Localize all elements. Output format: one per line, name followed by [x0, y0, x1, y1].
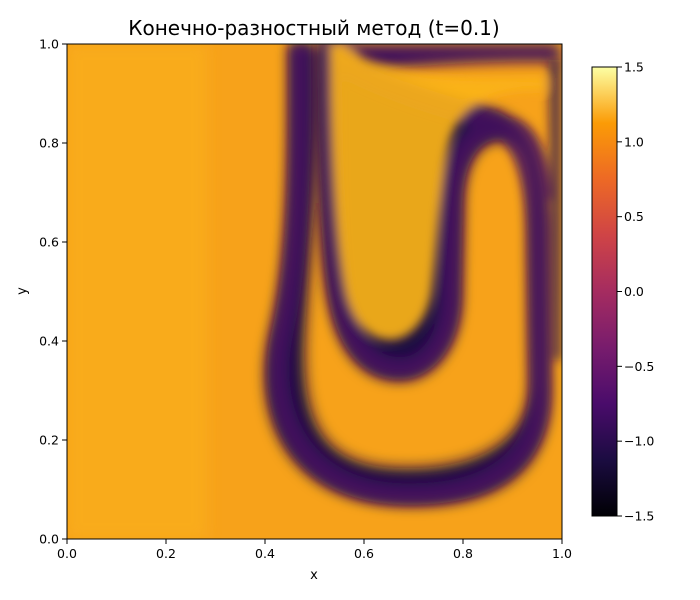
- heatmap-left-glow: [67, 44, 207, 539]
- x-tick-label: 1.0: [552, 546, 572, 561]
- colorbar-bar: [591, 66, 618, 517]
- x-axis: 0.0 0.2 0.4 0.6 0.8 1.0: [57, 539, 572, 561]
- x-tick-label: 0.6: [354, 546, 374, 561]
- y-tick-label: 0.8: [39, 136, 59, 151]
- x-tick-label: 0.8: [453, 546, 473, 561]
- y-tick-label: 0.4: [39, 334, 59, 349]
- colorbar-tick-label: 0.5: [624, 209, 644, 224]
- y-axis-label: y: [15, 287, 30, 295]
- y-axis: 0.0 0.2 0.4 0.6 0.8 1.0: [39, 37, 67, 547]
- colorbar-tick-label: 0.0: [624, 284, 644, 299]
- colorbar-tick-label: 1.5: [624, 60, 644, 75]
- x-tick-label: 0.4: [255, 546, 275, 561]
- colorbar: 1.5 1.0 0.5 0.0 −0.5 −1.0 −1.5: [591, 60, 654, 524]
- plot-frame: [66, 43, 563, 540]
- x-tick-label: 0.2: [156, 546, 176, 561]
- x-axis-label: x: [310, 568, 318, 583]
- heatmap-top-band: [345, 44, 560, 72]
- x-tick-label: 0.0: [57, 546, 77, 561]
- heatmap-right-edge: [548, 60, 562, 360]
- y-tick-label: 0.6: [39, 235, 59, 250]
- colorbar-tick-label: −0.5: [624, 359, 654, 374]
- y-tick-label: 1.0: [39, 37, 59, 52]
- y-tick-label: 0.0: [39, 532, 59, 547]
- colorbar-tick-label: 1.0: [624, 134, 644, 149]
- heatmap-plot-area: [67, 44, 562, 539]
- heatmap-inner-peak: [330, 44, 545, 340]
- y-tick-label: 0.2: [39, 433, 59, 448]
- colorbar-tick-label: −1.0: [624, 434, 654, 449]
- chart-title: Конечно-разностный метод (t=0.1): [128, 16, 499, 40]
- colorbar-tick-label: −1.5: [624, 509, 654, 524]
- colorbar-ticks: 1.5 1.0 0.5 0.0 −0.5 −1.0 −1.5: [617, 60, 654, 524]
